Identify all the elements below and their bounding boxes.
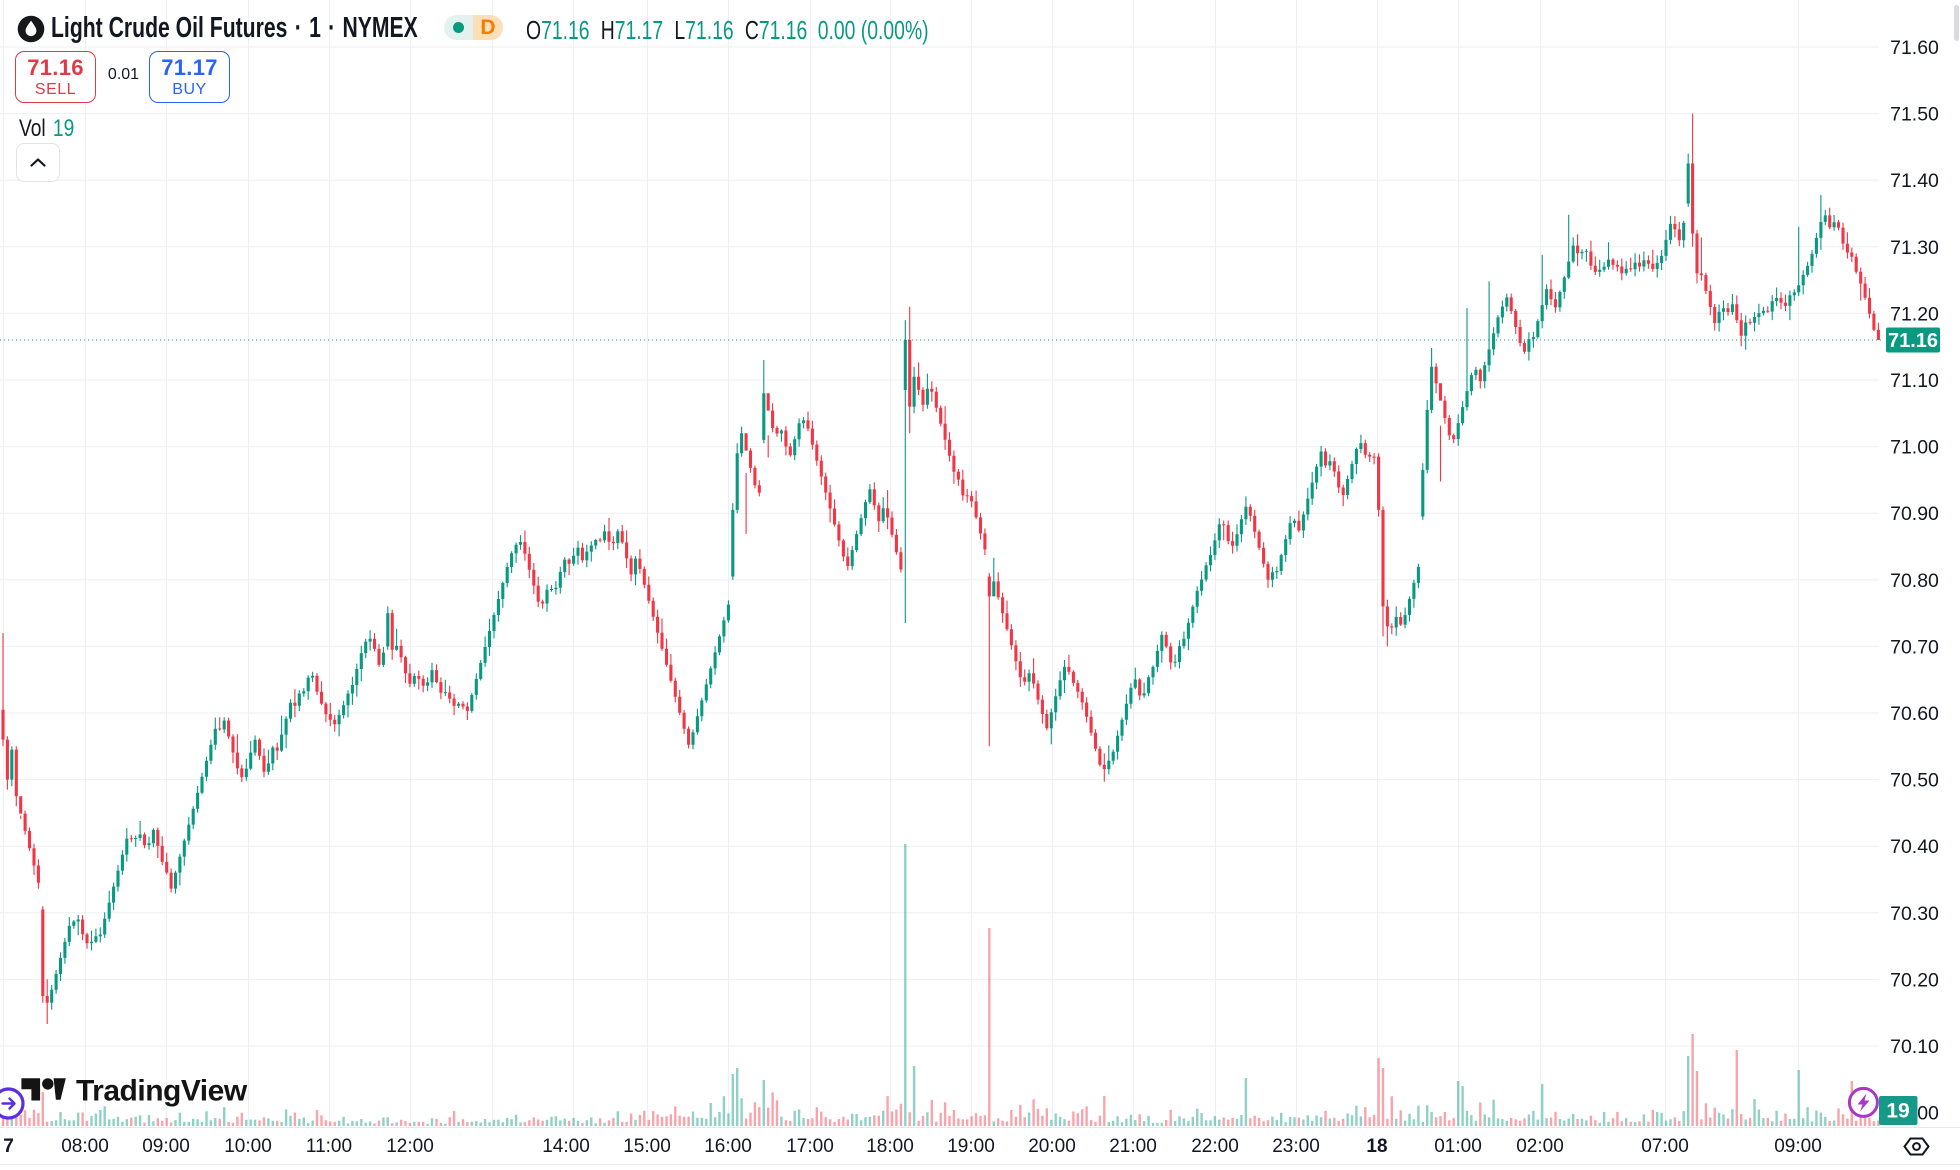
svg-text:19: 19 (1886, 1100, 1909, 1123)
svg-text:71.16: 71.16 (1888, 330, 1938, 352)
svg-text:09:00: 09:00 (142, 1136, 190, 1157)
svg-text:7: 7 (3, 1136, 14, 1157)
svg-text:71.10: 71.10 (1890, 370, 1939, 392)
svg-text:01:00: 01:00 (1434, 1136, 1482, 1157)
svg-text:70.30: 70.30 (1890, 903, 1939, 925)
svg-text:70.70: 70.70 (1890, 636, 1939, 658)
svg-text:70.90: 70.90 (1890, 503, 1939, 525)
svg-text:70.10: 70.10 (1890, 1036, 1939, 1058)
svg-text:23:00: 23:00 (1272, 1136, 1320, 1157)
svg-text:TradingView: TradingView (76, 1075, 248, 1108)
svg-text:19:00: 19:00 (947, 1136, 995, 1157)
svg-text:70.80: 70.80 (1890, 570, 1939, 592)
svg-text:08:00: 08:00 (61, 1136, 109, 1157)
svg-text:71.30: 71.30 (1890, 237, 1939, 259)
svg-text:71.20: 71.20 (1890, 303, 1939, 325)
svg-text:18: 18 (1366, 1136, 1387, 1157)
svg-text:07:00: 07:00 (1641, 1136, 1689, 1157)
svg-text:12:00: 12:00 (386, 1136, 434, 1157)
svg-text:70.20: 70.20 (1890, 969, 1939, 991)
svg-text:14:00: 14:00 (542, 1136, 590, 1157)
svg-text:20:00: 20:00 (1028, 1136, 1076, 1157)
svg-text:09:00: 09:00 (1774, 1136, 1822, 1157)
svg-text:70.40: 70.40 (1890, 836, 1939, 858)
svg-text:15:00: 15:00 (623, 1136, 671, 1157)
svg-text:70.50: 70.50 (1890, 770, 1939, 792)
svg-text:11:00: 11:00 (306, 1136, 352, 1157)
svg-text:16:00: 16:00 (704, 1136, 752, 1157)
svg-text:02:00: 02:00 (1516, 1136, 1564, 1157)
svg-text:71.50: 71.50 (1890, 104, 1939, 126)
svg-text:71.40: 71.40 (1890, 170, 1939, 192)
svg-text:21:00: 21:00 (1109, 1136, 1157, 1157)
svg-text:10:00: 10:00 (224, 1136, 272, 1157)
svg-text:70.60: 70.60 (1890, 703, 1939, 725)
svg-text:22:00: 22:00 (1191, 1136, 1239, 1157)
svg-text:18:00: 18:00 (866, 1136, 914, 1157)
svg-text:71.00: 71.00 (1890, 437, 1939, 459)
svg-text:71.60: 71.60 (1890, 37, 1939, 59)
svg-text:17:00: 17:00 (786, 1136, 834, 1157)
